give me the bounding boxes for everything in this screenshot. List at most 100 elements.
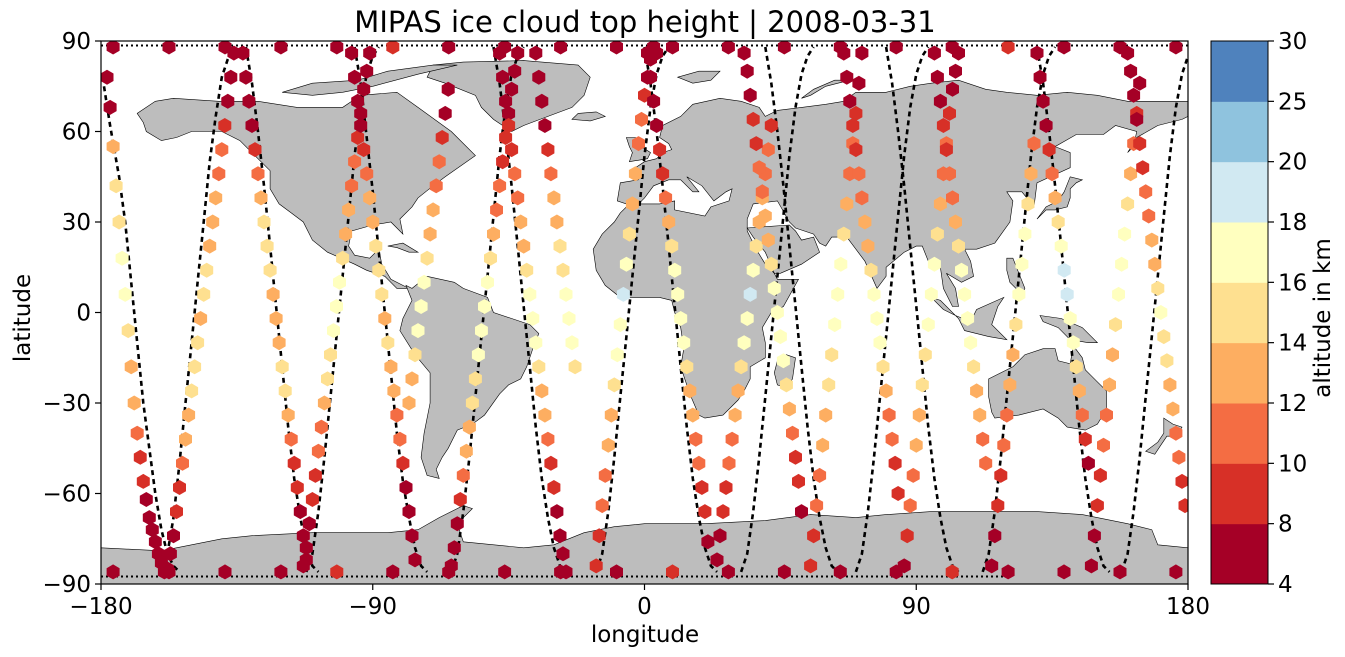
ice-cloud-point [644, 69, 657, 85]
ice-cloud-point [1118, 226, 1132, 242]
y-tick-label: 0 [76, 301, 91, 327]
ice-cloud-point [106, 41, 120, 55]
ice-cloud-point [179, 431, 192, 447]
ice-cloud-point [952, 238, 965, 254]
ice-cloud-point [290, 480, 304, 495]
ice-cloud-point [752, 160, 766, 176]
ice-cloud-point [961, 311, 975, 326]
ice-cloud-point [402, 504, 416, 520]
orbit-track [854, 46, 930, 573]
ice-cloud-point [465, 395, 479, 411]
ice-cloud-point [200, 262, 214, 278]
ice-cloud-point [1121, 196, 1135, 212]
ice-cloud-point [109, 178, 123, 194]
ice-cloud-point [508, 166, 522, 182]
ice-cloud-point [710, 552, 724, 568]
colorbar-segment [1211, 222, 1268, 283]
ice-cloud-point [242, 93, 256, 109]
ice-cloud-point [442, 41, 456, 55]
ice-cloud-point [852, 166, 866, 182]
colorbar-tick-label: 20 [1278, 150, 1307, 176]
ice-cloud-point [1003, 377, 1017, 393]
ice-cloud-point [737, 335, 751, 351]
ice-cloud-point [185, 383, 199, 399]
ice-cloud-point [490, 202, 503, 218]
ice-cloud-point [616, 286, 630, 302]
ice-cloud-point [360, 166, 374, 182]
ice-cloud-point [505, 81, 519, 97]
ice-cloud-point [417, 274, 431, 290]
ice-cloud-point [505, 142, 519, 158]
ice-cloud-point [532, 69, 546, 85]
y-tick-label: 30 [62, 210, 91, 236]
ice-cloud-point [115, 250, 129, 266]
ice-cloud-point [946, 190, 959, 206]
colorbar-segment [1211, 41, 1268, 102]
x-tick-label: 0 [637, 594, 652, 620]
ice-cloud-point [970, 383, 984, 399]
ice-cloud-point [728, 407, 742, 423]
ice-cloud-point [248, 142, 262, 158]
ice-cloud-point [314, 419, 328, 435]
ice-cloud-point [698, 504, 712, 520]
orbit-track [884, 46, 960, 573]
ice-cloud-point [653, 142, 667, 158]
ice-cloud-point [933, 196, 947, 212]
ice-cloud-point [351, 93, 365, 109]
orbit-track [160, 46, 236, 573]
ice-cloud-point [795, 504, 808, 520]
ice-cloud-point [375, 286, 389, 302]
ice-cloud-point [891, 486, 905, 501]
ice-cloud-point [1136, 160, 1150, 176]
ice-cloud-point [713, 528, 727, 544]
colorbar-segment [1211, 282, 1268, 344]
ice-cloud-point [1036, 93, 1050, 109]
colorbar-segment [1211, 342, 1268, 404]
ice-cloud-point [215, 142, 229, 158]
ice-cloud-point [106, 139, 120, 155]
ice-cloud-point [511, 45, 525, 61]
colorbar-tick-label: 8 [1278, 512, 1293, 538]
ice-cloud-point [565, 335, 579, 351]
ice-cloud-point [145, 522, 159, 538]
ice-cloud-point [127, 395, 141, 411]
ice-cloud-point [345, 45, 359, 61]
ice-cloud-point [284, 431, 298, 447]
ice-cloud-point [725, 431, 739, 447]
ice-cloud-point [173, 480, 186, 495]
ice-cloud-point [767, 280, 781, 296]
ice-cloud-point [429, 178, 443, 194]
ice-cloud-point [1100, 407, 1113, 423]
ice-cloud-point [1027, 136, 1041, 152]
ice-cloud-point [936, 118, 950, 133]
ice-cloud-point [139, 492, 153, 507]
ice-cloud-point [589, 558, 603, 574]
ice-cloud-point [550, 214, 564, 230]
ice-cloud-point [399, 480, 413, 495]
ice-cloud-point [532, 359, 546, 375]
ice-cloud-point [598, 467, 612, 483]
ice-cloud-point [918, 347, 932, 363]
ice-cloud-point [556, 262, 570, 278]
x-tick-label: 90 [902, 594, 931, 620]
ice-cloud-point [386, 41, 400, 55]
ice-cloud-point [432, 154, 446, 170]
ice-cloud-point [662, 214, 676, 230]
ice-cloud-point [666, 564, 679, 580]
ice-cloud-point [281, 407, 295, 423]
ice-cloud-point [245, 118, 259, 133]
ice-cloud-point [1042, 142, 1056, 158]
ice-cloud-point [188, 359, 202, 375]
ice-cloud-point [402, 395, 416, 411]
colorbar: 4 8 10 12 14 16 18 20 25 30 [1210, 29, 1307, 598]
ice-cloud-point [671, 286, 685, 302]
ice-cloud-point [378, 311, 392, 326]
ice-cloud-point [1048, 190, 1062, 206]
ice-cloud-point [408, 347, 422, 363]
ice-cloud-point [849, 142, 863, 158]
ice-cloud-point [1172, 449, 1186, 465]
ice-cloud-point [943, 166, 956, 182]
ice-cloud-point [888, 455, 902, 471]
ice-cloud-point [559, 286, 573, 302]
